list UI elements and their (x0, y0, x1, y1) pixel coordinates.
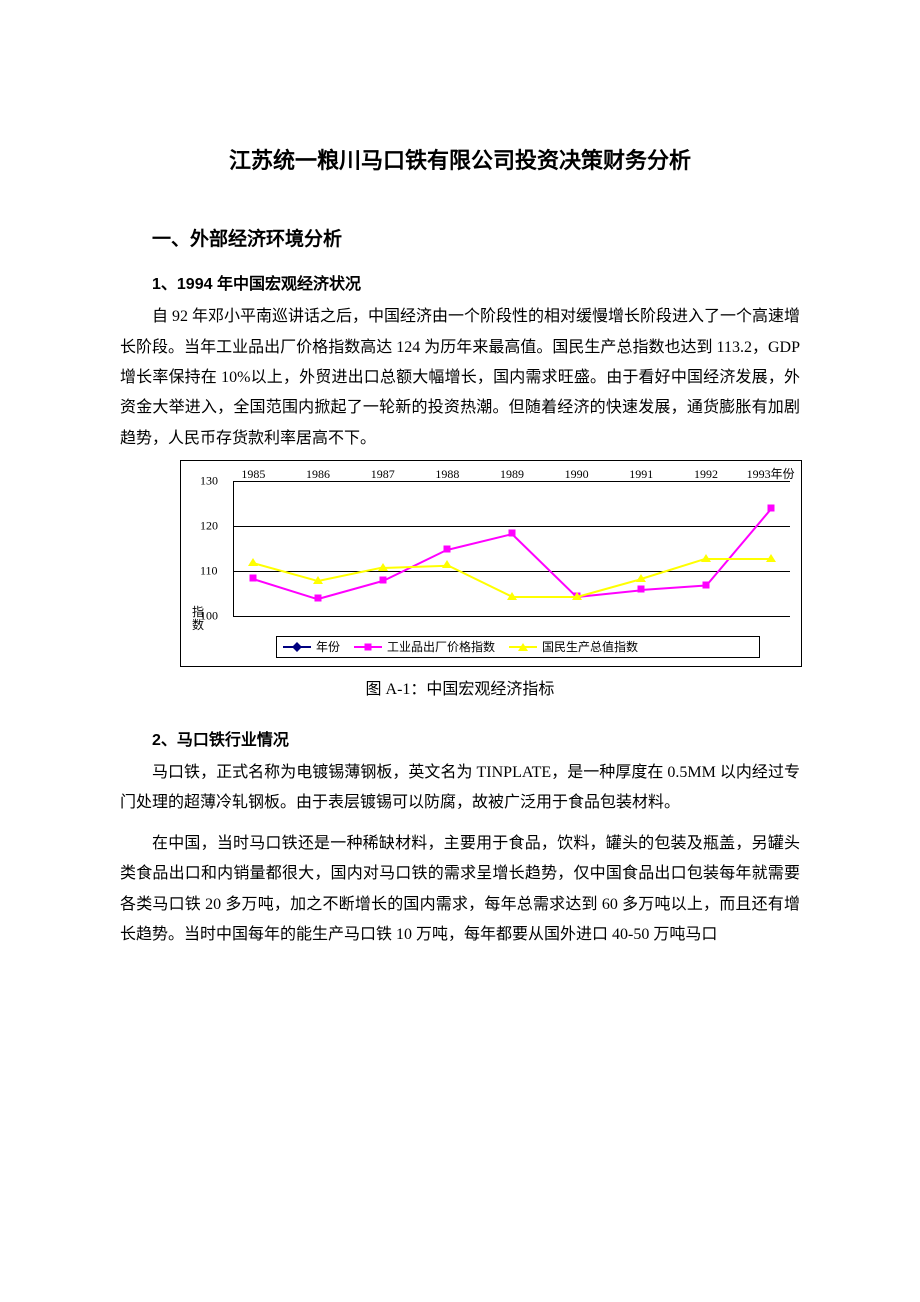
legend-swatch (283, 646, 311, 648)
series-line (706, 558, 771, 560)
x-tick-label: 1989 (500, 463, 524, 486)
series-point (767, 505, 774, 512)
series-line (511, 533, 577, 597)
series-line (641, 558, 706, 580)
series-point (638, 586, 645, 593)
legend-item: 工业品出厂价格指数 (354, 636, 495, 659)
legend-label: 国民生产总值指数 (542, 636, 638, 659)
series-point (379, 577, 386, 584)
chart-a1: 指数 1001101201301985198619871988198919901… (180, 460, 802, 667)
paragraph: 马口铁，正式名称为电镀锡薄钢板，英文名为 TINPLATE，是一种厚度在 0.5… (120, 758, 800, 819)
x-tick-label: 1990 (565, 463, 589, 486)
paragraph: 自 92 年邓小平南巡讲话之后，中国经济由一个阶段性的相对缓慢增长阶段进入了一个… (120, 302, 800, 454)
chart-legend: 年份 工业品出厂价格指数 国民生产总值指数 (276, 636, 760, 658)
series-line (318, 567, 383, 582)
series-line (641, 585, 706, 591)
x-tick-label: 1991 (629, 463, 653, 486)
y-tick-label: 110 (200, 560, 218, 583)
series-point (701, 554, 711, 562)
x-tick-label: 1986 (306, 463, 330, 486)
series-point (248, 558, 258, 566)
y-tick-label: 130 (200, 470, 218, 493)
x-tick-label: 1985 (241, 463, 265, 486)
gridline (234, 616, 790, 617)
series-point (250, 574, 257, 581)
series-point (766, 554, 776, 562)
x-tick-label: 1987 (371, 463, 395, 486)
legend-item: 国民生产总值指数 (509, 636, 638, 659)
x-tick-label: 1992 (694, 463, 718, 486)
series-line (512, 596, 577, 598)
x-tick-label: 1993年份 (747, 463, 795, 486)
y-tick-label: 120 (200, 515, 218, 538)
legend-swatch (509, 646, 537, 648)
series-line (447, 565, 513, 598)
legend-label: 工业品出厂价格指数 (387, 636, 495, 659)
series-point (313, 576, 323, 584)
series-line (576, 578, 641, 598)
series-point (572, 592, 582, 600)
section-heading: 一、外部经济环境分析 (152, 222, 800, 258)
subsection-heading-1: 1、1994 年中国宏观经济状况 (152, 270, 800, 300)
legend-label: 年份 (316, 636, 340, 659)
series-point (442, 560, 452, 568)
series-line (383, 564, 448, 568)
series-line (253, 578, 318, 600)
x-tick-label: 1988 (435, 463, 459, 486)
chart-plot-area: 指数 1001101201301985198619871988198919901… (233, 481, 790, 617)
paragraph: 在中国，当时马口铁还是一种稀缺材料，主要用于食品，饮料，罐头的包装及瓶盖，另罐头… (120, 829, 800, 951)
series-point (636, 574, 646, 582)
document-title: 江苏统一粮川马口铁有限公司投资决策财务分析 (120, 140, 800, 182)
series-line (318, 580, 383, 600)
series-point (315, 595, 322, 602)
chart-caption: 图 A-1：中国宏观经济指标 (120, 675, 800, 705)
series-point (507, 592, 517, 600)
series-point (378, 563, 388, 571)
series-point (444, 545, 451, 552)
gridline (234, 571, 790, 572)
legend-swatch (354, 646, 382, 648)
series-point (509, 529, 516, 536)
legend-item: 年份 (283, 636, 340, 659)
gridline (234, 526, 790, 527)
series-line (447, 533, 512, 551)
y-tick-label: 100 (200, 605, 218, 628)
document-page: 江苏统一粮川马口铁有限公司投资决策财务分析 一、外部经济环境分析 1、1994 … (0, 0, 920, 1030)
series-line (705, 509, 771, 587)
subsection-heading-2: 2、马口铁行业情况 (152, 726, 800, 756)
series-point (702, 581, 709, 588)
